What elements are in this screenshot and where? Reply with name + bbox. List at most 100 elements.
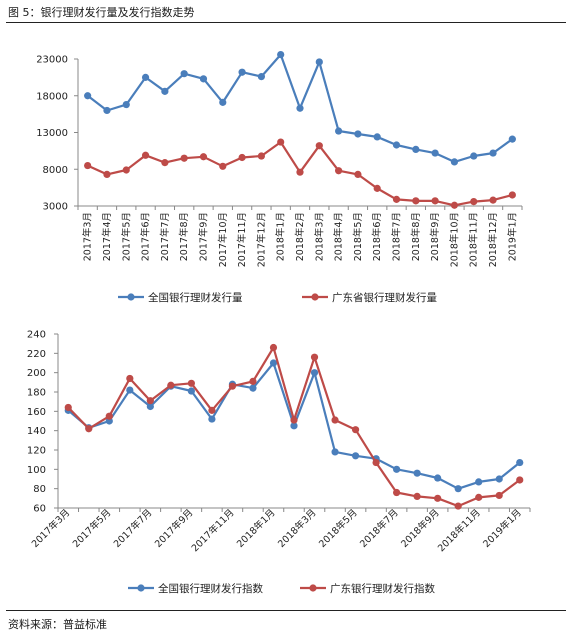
x-tick-label: 2017年4月 [101, 212, 113, 261]
x-tick-label: 2018年6月 [371, 212, 383, 261]
data-point [315, 142, 323, 150]
x-tick-label: 2017年6月 [140, 212, 152, 261]
data-point [228, 382, 237, 390]
data-point [475, 478, 483, 486]
data-point [335, 167, 343, 175]
y-tick-label: 120 [27, 446, 46, 457]
x-tick-label: 2018年5月 [352, 212, 364, 261]
data-point [180, 70, 188, 78]
y-tick-label: 3000 [43, 202, 68, 213]
data-point [290, 422, 298, 430]
data-point [269, 359, 278, 367]
data-point [516, 476, 524, 484]
data-point [84, 92, 92, 100]
x-tick-label: 2018年1月 [275, 212, 287, 261]
x-tick-label: 2018年9月 [429, 212, 441, 261]
x-tick-label: 2019年1月 [481, 507, 524, 550]
y-tick-label: 13000 [36, 128, 68, 139]
data-point [208, 415, 216, 423]
x-tick-label: 2018年5月 [316, 507, 359, 550]
x-tick-label: 2018年3月 [313, 212, 325, 261]
data-point [413, 469, 421, 477]
data-point [434, 474, 442, 482]
data-point [412, 145, 420, 154]
data-point [450, 201, 459, 209]
data-point [249, 384, 257, 392]
data-point [146, 402, 154, 411]
data-point [434, 494, 442, 502]
data-point [373, 133, 381, 141]
x-tick-label: 2018年4月 [333, 212, 345, 261]
x-tick-label: 2018年3月 [275, 507, 318, 550]
x-tick-label: 2017年5月 [120, 212, 132, 261]
x-tick-label: 2017年8月 [178, 212, 190, 261]
chart-1: 3000 8000 13000 18000 23000 2017年3月 2017年4月 201… [36, 50, 523, 304]
data-point [354, 130, 362, 138]
figure-title: 图 5：银行理财发行量及发行指数走势 [8, 6, 195, 19]
data-point [296, 168, 304, 176]
data-point [331, 416, 339, 424]
data-point [141, 151, 150, 159]
data-point [393, 465, 401, 473]
x-tick-label: 2017年9月 [152, 507, 195, 550]
x-tick-label: 2017年7月 [111, 507, 154, 550]
data-point [372, 458, 380, 467]
y-tick-label: 200 [27, 368, 46, 379]
data-point [495, 475, 503, 483]
data-point [413, 492, 421, 500]
legend-swatch-marker [311, 293, 319, 301]
data-point [269, 343, 278, 352]
x-tick-label: 2017年5月 [70, 507, 113, 550]
x-tick-label: 2017年12月 [255, 212, 267, 267]
data-point [208, 406, 216, 414]
x-tick-label: 2018年11月 [468, 212, 480, 267]
data-point [373, 184, 381, 192]
data-point [335, 127, 343, 135]
y-tick-label: 8000 [43, 165, 68, 176]
data-point [257, 152, 265, 160]
data-point [161, 159, 169, 167]
y-tick-label: 160 [27, 407, 46, 418]
data-point [249, 377, 257, 385]
x-tick-label: 2017年7月 [159, 212, 171, 261]
data-point [290, 416, 298, 424]
y-tick-label: 23000 [36, 55, 68, 66]
data-point [257, 73, 265, 81]
data-point [122, 100, 130, 109]
x-tick-label: 2019年1月 [506, 212, 518, 261]
data-point [351, 426, 360, 434]
data-point [392, 195, 401, 203]
data-point [167, 381, 175, 389]
data-point [105, 412, 113, 420]
chart-2: 60801001201401601802002202402017年3月2017年… [27, 330, 531, 595]
x-tick-label: 2018年1月 [234, 507, 277, 550]
data-point [219, 98, 227, 106]
data-point [454, 485, 462, 493]
data-point [331, 448, 339, 456]
y-tick-label: 80 [33, 484, 46, 495]
legend-label: 全国银行理财发行指数 [158, 582, 263, 595]
x-tick-label: 2017年3月 [82, 212, 94, 261]
x-tick-label: 2017年10月 [217, 212, 229, 267]
data-point [141, 73, 150, 81]
legend-swatch-marker [127, 293, 135, 301]
data-point [219, 162, 227, 170]
data-point [470, 152, 478, 160]
data-point [310, 369, 319, 377]
y-tick-label: 140 [27, 426, 46, 437]
data-point [508, 135, 516, 143]
data-point [392, 141, 401, 149]
data-point [126, 374, 134, 383]
x-tick-label: 2017年11月 [189, 507, 237, 555]
data-point [495, 491, 503, 500]
data-point [470, 197, 478, 206]
data-point [310, 353, 319, 361]
data-point [277, 138, 285, 146]
data-point [126, 386, 134, 394]
data-point [450, 158, 459, 166]
legend-label: 全国银行理财发行量 [148, 291, 243, 304]
data-point [85, 425, 93, 433]
charts-canvas: 3000 8000 13000 18000 23000 2017年3月 2017年4月 201… [27, 50, 531, 595]
data-point [516, 458, 524, 467]
data-point [199, 153, 208, 161]
